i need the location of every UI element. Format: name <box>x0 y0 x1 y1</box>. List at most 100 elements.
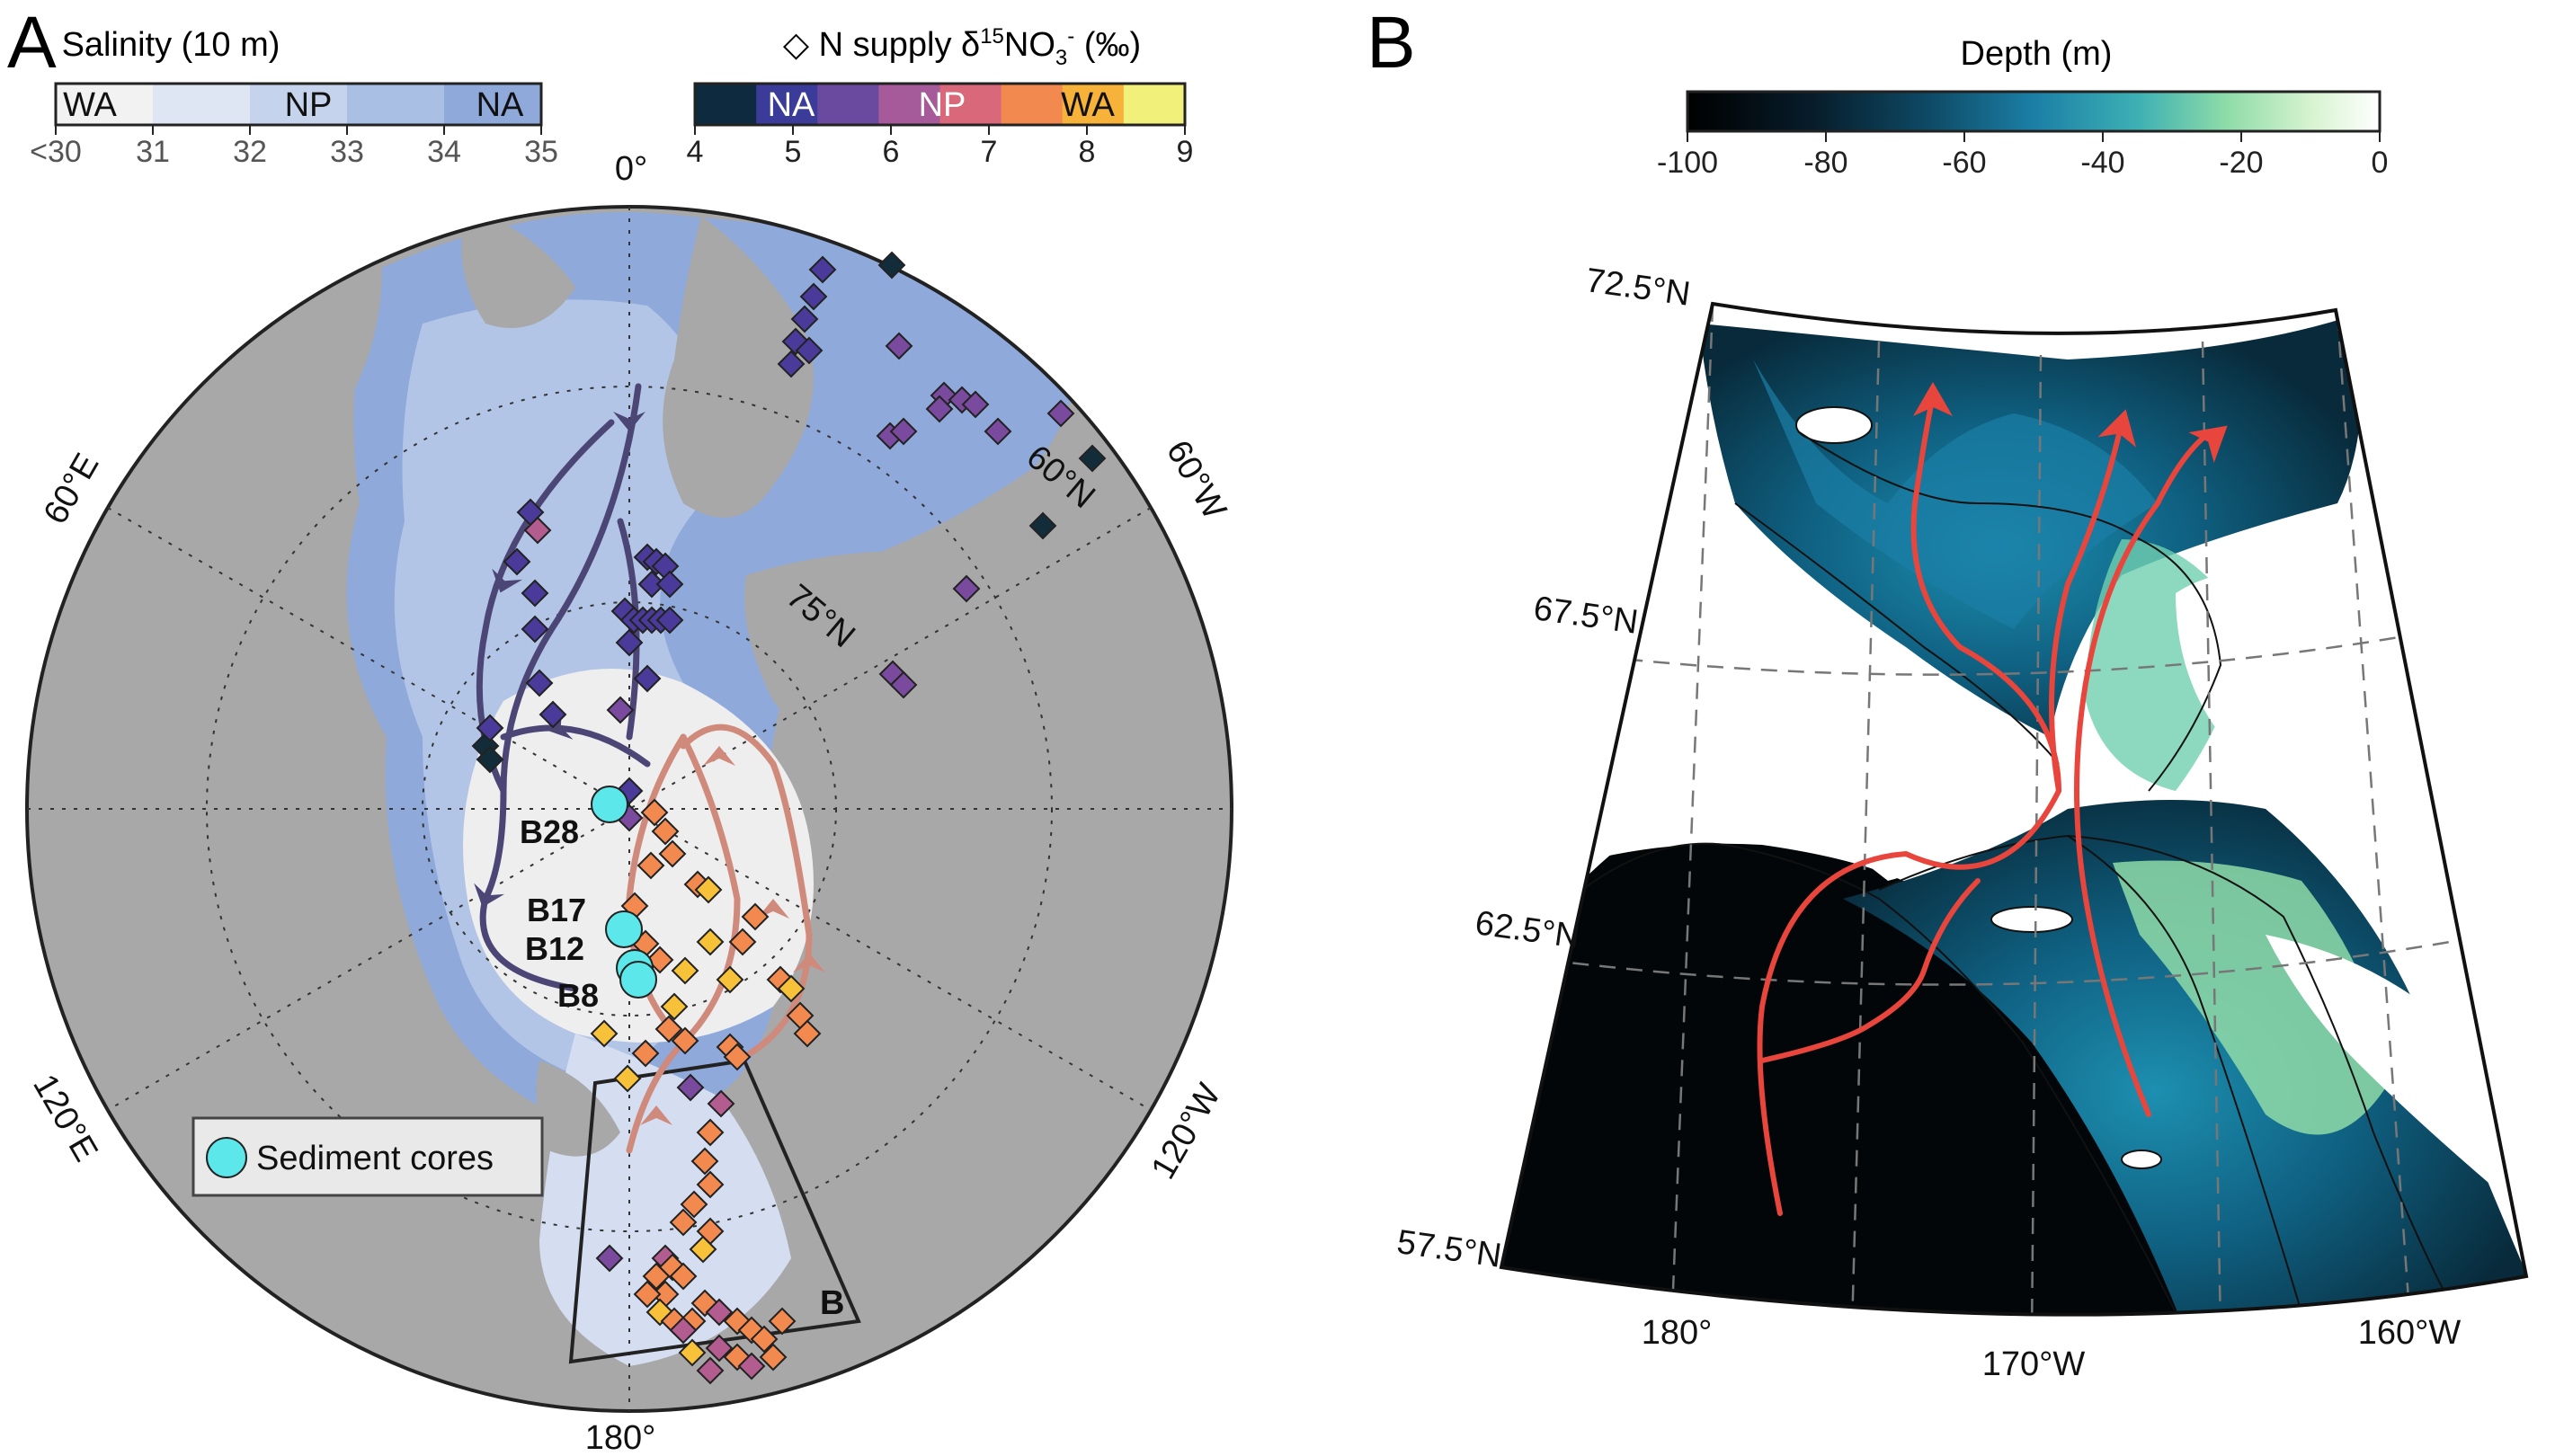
n-supply-sample-diamond <box>705 1334 734 1363</box>
n-supply-sample-diamond <box>984 417 1012 446</box>
salinity-tick-label: 32 <box>233 135 267 169</box>
n-supply-sample-diamond <box>660 992 689 1021</box>
canadian-archipelago <box>744 551 1070 795</box>
n-supply-sample-diamond <box>1028 511 1057 540</box>
n-supply-sample-diamond <box>707 1089 735 1118</box>
b-lon-label-170w: 170°W <box>1982 1345 2086 1383</box>
panel-a-letter: A <box>7 2 57 84</box>
chukchi-mid <box>1753 360 2158 629</box>
n-supply-swatch <box>1001 84 1064 125</box>
n-supply-sample-diamond <box>696 1170 725 1199</box>
n-supply-sample-diamond <box>645 946 674 974</box>
n-supply-sample-diamond <box>793 1019 822 1048</box>
salinity-tick-label: <30 <box>30 135 82 169</box>
sediment-legend-marker <box>206 1137 247 1178</box>
depth-colorbar <box>1686 90 2381 133</box>
n-supply-sample-diamond <box>654 1015 683 1043</box>
n-supply-sample-diamond <box>696 1356 725 1385</box>
n-supply-sample-diamond <box>952 574 981 603</box>
lon-label-0: 0° <box>615 150 647 188</box>
st-matthew-island <box>2121 1150 2162 1169</box>
n-supply-sample-diamond <box>633 1280 662 1309</box>
salinity-region-na: NA <box>476 86 524 124</box>
n-supply-sample-diamond <box>606 696 635 724</box>
b-lat-label-57-5: 57.5°N <box>1394 1223 1503 1275</box>
n-region-wa: WA <box>1061 86 1115 124</box>
b-lon-label-160w: 160°W <box>2358 1314 2462 1352</box>
n-supply-sample-diamond <box>790 305 819 333</box>
n-supply-sample-diamond <box>640 798 669 827</box>
b-lat-label-67-5: 67.5°N <box>1531 590 1640 642</box>
salinity-legend: Salinity (10 m) WA NP NA <30 31 32 33 34 35 <box>30 26 558 169</box>
b-lon-label-180: 180° <box>1642 1314 1713 1352</box>
n-supply-sample-diamond <box>651 817 680 846</box>
depth-legend: Depth (m) -100 -80 -60 -40 -20 0 <box>1657 35 2388 180</box>
depth-tick-label: -20 <box>2219 146 2263 180</box>
n-supply-swatch <box>695 84 758 125</box>
n-supply-sample-diamond <box>696 1118 725 1147</box>
n-supply-sample-diamond <box>799 282 828 311</box>
n-supply-sample-diamond <box>750 1325 779 1354</box>
salinity-swatch <box>250 84 348 125</box>
lon-label-60e: 60°E <box>37 448 107 531</box>
b-lat-label-62-5: 62.5°N <box>1473 904 1581 956</box>
n-supply-sample-diamond <box>694 875 723 904</box>
chukotka-tip <box>536 1061 620 1157</box>
n-supply-tick-label: 5 <box>785 135 802 169</box>
n-supply-sample-diamond <box>671 1026 699 1055</box>
n-supply-sample-diamond <box>723 1043 752 1071</box>
bering-map: 72.5°N 67.5°N 62.5°N 57.5°N 180° 170°W 1… <box>1394 262 2529 1383</box>
n-supply-sample-diamond <box>590 1019 619 1048</box>
panel-b-sector-box <box>568 1058 861 1364</box>
n-supply-sample-diamond <box>795 336 824 365</box>
n-supply-sample-diamond <box>759 1343 788 1372</box>
n-supply-sample-diamond <box>1046 399 1075 428</box>
n-supply-sample-diamond <box>637 851 665 880</box>
polar-graticule <box>27 207 1232 1411</box>
bering-map-border <box>1499 301 2529 1317</box>
n-supply-sample-diamond <box>671 956 699 985</box>
n-supply-sample-diamond <box>728 928 757 956</box>
n-supply-tick-label: 8 <box>1079 135 1096 169</box>
depth-tick-label: -60 <box>1942 146 1986 180</box>
n-supply-sample-diamond <box>669 1316 698 1345</box>
salinity-legend-title: Salinity (10 m) <box>62 26 280 64</box>
depth-tick-label: -100 <box>1657 146 1718 180</box>
n-supply-swatch <box>1062 84 1125 125</box>
salinity-tick-label: 31 <box>136 135 170 169</box>
core-label-b28: B28 <box>520 813 579 850</box>
n-supply-sample-diamond <box>503 547 531 576</box>
n-supply-sample-diamond <box>642 1262 671 1291</box>
depth-tick-label: -80 <box>1803 146 1847 180</box>
n-supply-sample-diamond <box>777 350 806 378</box>
polar-map: B <box>25 150 1233 1456</box>
n-supply-sample-diamond <box>741 902 770 931</box>
n-supply-sample-diamond <box>658 839 687 868</box>
core-label-b8: B8 <box>557 977 599 1014</box>
n-supply-sample-diamond <box>476 745 504 774</box>
salinity-swatch <box>56 84 154 125</box>
panel-b-letter: B <box>1367 2 1416 84</box>
n-supply-tick-label: 7 <box>981 135 998 169</box>
core-label-b17: B17 <box>527 892 586 928</box>
n-supply-tick-label: 6 <box>883 135 900 169</box>
depth-legend-title: Depth (m) <box>1961 35 2113 73</box>
n-supply-sample-diamond <box>690 1147 719 1176</box>
n-supply-sample-diamond <box>655 606 684 635</box>
n-supply-sample-diamond <box>705 1298 734 1327</box>
n-supply-sample-diamond <box>678 1338 707 1367</box>
b-lat-label-72-5: 72.5°N <box>1583 262 1692 314</box>
alaska-peninsula <box>2266 935 2526 1222</box>
n-supply-swatch <box>817 84 880 125</box>
n-supply-sample-diamond <box>737 1352 766 1381</box>
bering-shelf <box>1843 800 2526 1315</box>
n-supply-sample-diamond <box>476 714 504 742</box>
depth-tick-label: -40 <box>2080 146 2124 180</box>
n-supply-swatch <box>878 84 941 125</box>
n-supply-sample-diamond <box>633 664 662 693</box>
red-flow-paths <box>1757 393 2214 1216</box>
salinity-tick-label: 35 <box>524 135 558 169</box>
greenland <box>663 216 814 518</box>
n-supply-legend-title: ◇ N supply δ15NO3- (‰) <box>783 24 1141 70</box>
sediment-cores-legend: Sediment cores <box>191 1116 544 1197</box>
